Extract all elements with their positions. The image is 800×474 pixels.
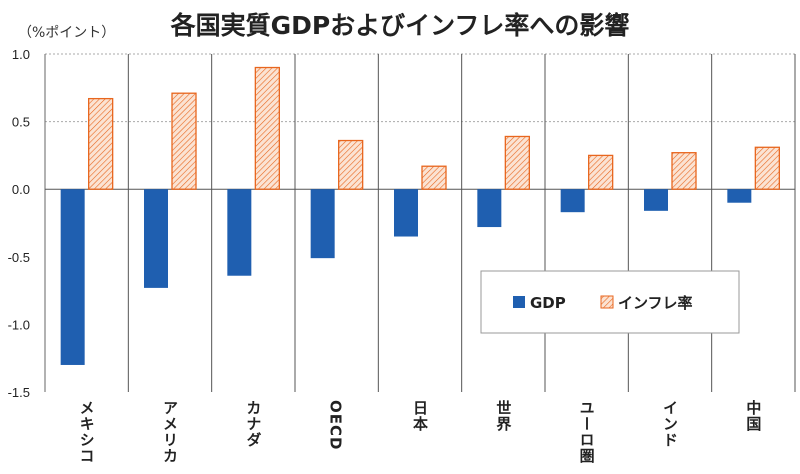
- gdp-bar: [310, 189, 335, 259]
- gdp-bar: [727, 189, 752, 203]
- gdp-bar: [477, 189, 502, 228]
- y-tick-label: -0.5: [8, 250, 30, 265]
- y-tick-label: -1.5: [8, 385, 30, 400]
- legend: GDP インフレ率: [480, 270, 740, 334]
- gdp-bar: [560, 189, 585, 213]
- inflation-bar: [171, 92, 197, 190]
- legend-gdp-swatch: [513, 296, 525, 308]
- y-axis-unit-label: （%ポイント）: [18, 25, 116, 41]
- x-tick-label: 中国: [744, 400, 763, 432]
- x-tick-label: アメリカ: [161, 400, 179, 464]
- y-tick-label: -1.0: [8, 317, 30, 332]
- legend-inflation-label: インフレ率: [618, 294, 693, 312]
- gdp-bar: [644, 189, 668, 211]
- inflation-bar: [338, 139, 364, 190]
- inflation-bar: [504, 135, 530, 190]
- gdp-bar: [394, 189, 418, 237]
- inflation-bar: [671, 152, 697, 190]
- x-tick-label: OECD: [326, 400, 345, 451]
- x-tick-label: インド: [661, 400, 679, 448]
- inflation-bar: [421, 165, 447, 190]
- legend-gdp-label: GDP: [530, 294, 566, 312]
- legend-inflation-swatch: [600, 295, 614, 309]
- y-tick-label: 0.5: [12, 115, 30, 130]
- gdp-bar: [144, 189, 168, 288]
- y-tick-label: 1.0: [12, 47, 30, 62]
- x-tick-label: ユーロ圏: [577, 400, 596, 464]
- x-tick-label: 世界: [494, 400, 513, 432]
- inflation-bar: [254, 66, 280, 190]
- x-tick-label: カナダ: [244, 400, 263, 448]
- chart-title: 各国実質GDPおよびインフレ率への影響: [170, 11, 630, 40]
- inflation-bar: [588, 154, 614, 190]
- x-tick-label: メキシコ: [77, 400, 96, 464]
- y-tick-label: 0.0: [12, 182, 30, 197]
- gdp-bar: [227, 189, 252, 276]
- inflation-bar: [754, 146, 780, 190]
- inflation-bar: [88, 97, 114, 190]
- x-tick-label: 日本: [411, 400, 429, 432]
- gdp-bar: [60, 189, 85, 365]
